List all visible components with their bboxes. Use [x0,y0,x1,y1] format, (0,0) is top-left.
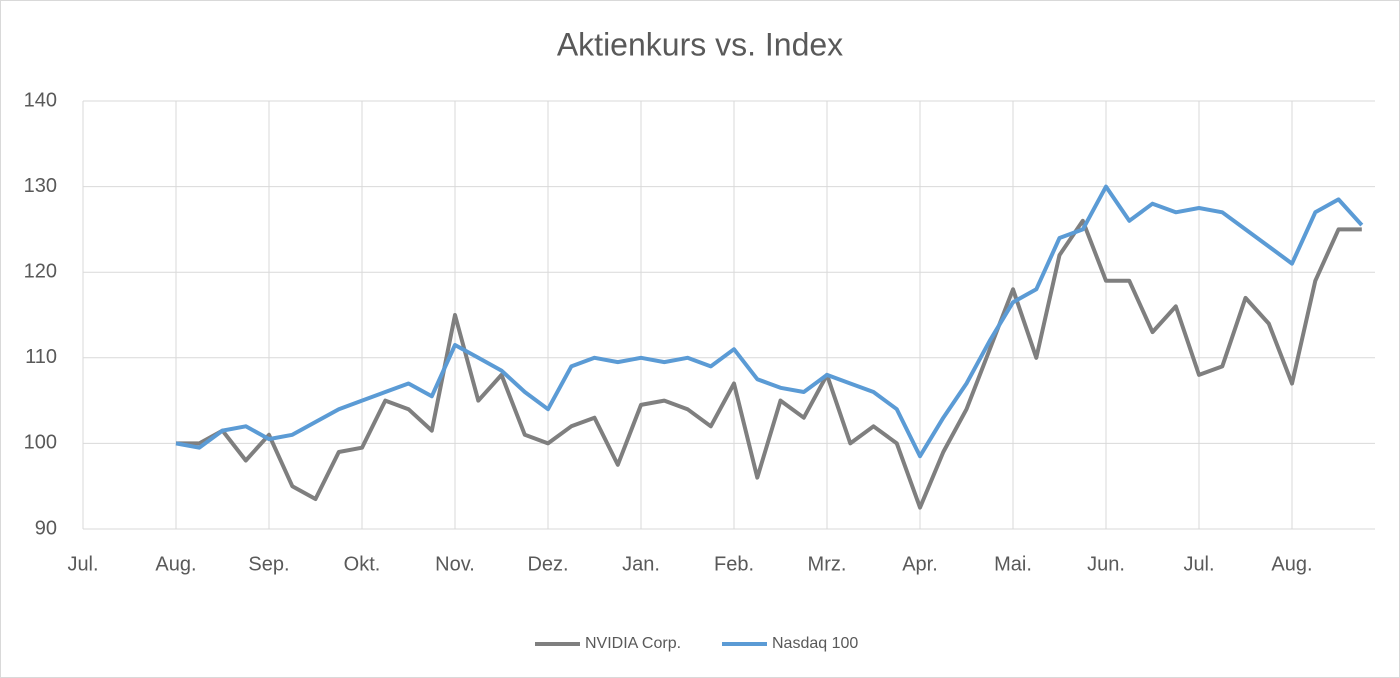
y-tick-label: 100 [24,432,57,454]
series-line [176,218,1362,510]
x-tick-label: Nov. [435,553,475,575]
y-tick-label: 90 [35,517,57,539]
x-tick-label: Feb. [714,553,754,575]
y-tick-label: 140 [24,89,57,111]
legend-label: NVIDIA Corp. [585,635,681,652]
y-tick-label: 110 [25,346,57,368]
x-tick-label: Jun. [1087,553,1125,575]
legend-label: Nasdaq 100 [772,635,858,652]
chart-title: Aktienkurs vs. Index [557,26,843,62]
x-tick-label: Sep. [248,553,289,575]
x-tick-label: Aug. [1271,553,1312,575]
y-tick-label: 130 [24,175,57,197]
x-tick-label: Mrz. [808,553,847,575]
y-tick-label: 120 [24,260,57,282]
x-tick-label: Aug. [155,553,196,575]
x-tick-label: Apr. [902,553,938,575]
x-tick-label: Jul. [67,553,98,575]
series-line [175,184,1364,459]
x-tick-label: Mai. [994,553,1032,575]
x-tick-label: Okt. [344,553,381,575]
x-tick-label: Jan. [622,553,660,575]
x-tick-label: Jul. [1183,553,1214,575]
x-tick-label: Dez. [527,553,568,575]
